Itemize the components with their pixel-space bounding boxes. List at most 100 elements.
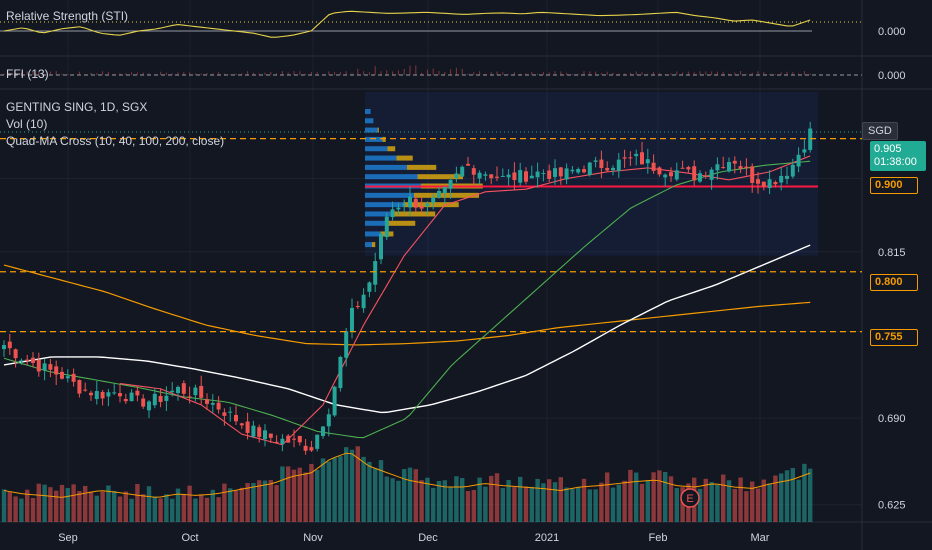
volume-bar [378, 460, 384, 522]
volume-bar [390, 478, 395, 522]
candle-body [587, 162, 592, 175]
candle-body [176, 386, 180, 394]
volume-legend[interactable]: Vol (10) [6, 117, 48, 131]
candle-body [593, 160, 598, 162]
volume-bar [309, 464, 314, 522]
earnings-marker[interactable]: E [680, 488, 700, 508]
volume-bar [605, 472, 610, 522]
volume-bar [222, 483, 227, 522]
candle-body [263, 430, 267, 440]
candle-body [94, 391, 99, 400]
candle-body [83, 389, 88, 391]
volume-bar [25, 489, 30, 522]
volume-bar [146, 486, 152, 522]
volume-bar [274, 485, 279, 522]
candle-body [379, 233, 383, 260]
vp-bar-down [414, 192, 479, 198]
candle-body [135, 390, 140, 396]
volume-bar [344, 447, 349, 522]
volume-bar [170, 498, 175, 522]
volume-bar [512, 487, 517, 522]
candle-body [703, 175, 708, 177]
candle-body [680, 167, 685, 169]
candle-body [181, 383, 186, 394]
volume-bar [802, 463, 807, 522]
candle-body [216, 402, 221, 410]
volume-bar [94, 495, 99, 522]
volume-bar [773, 475, 778, 522]
vp-bar-up [365, 164, 407, 170]
volume-bar [454, 476, 459, 522]
quadma-legend[interactable]: Quad-MA Cross (10, 40, 100, 200, close) [6, 134, 225, 148]
candle-body [437, 191, 441, 198]
volume-bar [808, 468, 813, 522]
volume-bar [135, 483, 140, 522]
candle-body [164, 395, 169, 401]
volume-bar [761, 479, 766, 522]
volume-bar [721, 474, 726, 522]
volume-bar [732, 488, 737, 522]
candle-body [286, 435, 291, 443]
volume-bar [581, 478, 587, 522]
candle-body [512, 172, 517, 181]
volume-bar [315, 469, 320, 522]
candle-body [686, 167, 691, 170]
ma40-line [3, 160, 811, 439]
candle-body [338, 356, 343, 389]
volume-bar [738, 477, 743, 522]
volume-bar [523, 486, 529, 522]
currency-badge[interactable]: SGD [862, 122, 898, 140]
volume-bar [88, 491, 94, 522]
candle-body [674, 170, 679, 180]
candle-body [808, 128, 813, 150]
candle-body [611, 167, 615, 171]
candle-body [65, 376, 70, 379]
price-levels [0, 131, 862, 333]
vp-bar-up [365, 211, 393, 217]
volume-bar [187, 485, 192, 522]
volume-bar [7, 491, 12, 522]
volume-bar [593, 489, 598, 522]
volume-bar [13, 496, 18, 522]
candle-body [547, 170, 552, 179]
candle-body [605, 168, 610, 171]
volume-bar [663, 472, 668, 522]
ffi-label: FFI (13) [6, 67, 49, 81]
candle-body [158, 395, 163, 402]
candle-body [228, 411, 233, 413]
candle-body [442, 186, 447, 194]
candle-body [477, 172, 482, 179]
candle-body [315, 434, 320, 449]
x-tick-label: 2021 [535, 532, 559, 544]
volume-bar [639, 483, 645, 522]
volume-bar [65, 487, 70, 522]
volume-bar [610, 487, 616, 522]
candle-body [431, 197, 436, 203]
candle-body [106, 392, 111, 397]
volume-bar [576, 487, 581, 522]
volume-bar [790, 468, 795, 522]
candle-body [553, 168, 557, 177]
volume-bar [436, 480, 442, 522]
x-tick-label: Dec [418, 532, 438, 544]
candle-body [71, 373, 76, 382]
candle-body [599, 159, 604, 169]
sti-line [3, 10, 811, 38]
candle-body [756, 179, 760, 184]
candle-body [251, 425, 256, 437]
volume-bar [622, 480, 627, 522]
volume-bar [396, 480, 401, 522]
volume-bar [257, 480, 262, 522]
volume-bar [106, 485, 111, 522]
volume-bar [117, 496, 123, 522]
candle-body [500, 175, 505, 177]
x-tick-label: Sep [58, 532, 78, 544]
earnings-circle [680, 488, 700, 508]
candle-body [657, 167, 662, 175]
symbol-title[interactable]: GENTING SING, 1D, SGX [6, 100, 148, 114]
candle-body [744, 166, 749, 169]
volume-bar [361, 456, 366, 522]
candle-body [193, 387, 198, 396]
volume-bar [489, 475, 494, 522]
